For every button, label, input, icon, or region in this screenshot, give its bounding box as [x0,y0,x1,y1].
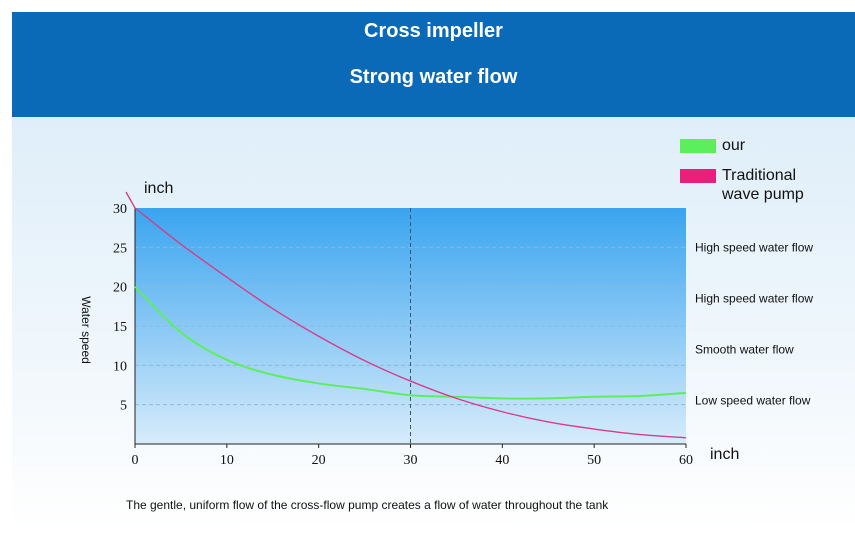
y-axis-title: Water speed [79,296,93,364]
banner-subtitle: Strong water flow [349,66,518,88]
x-tick-label: 20 [312,453,326,468]
x-tick-label: 40 [495,453,509,468]
x-tick-label: 0 [132,453,139,468]
legend-item-traditional: Traditional wave pump [680,166,804,204]
y-tick-label: 20 [113,281,127,296]
series-line-our [134,285,687,400]
header-banner: Cross impeller Strong water flow [12,12,855,117]
y-unit-label: inch [144,180,173,197]
flow-annotation: High speed water flow [695,240,813,254]
series-line-traditional [134,207,687,439]
chart-caption: The gentle, uniform flow of the cross-fl… [126,498,609,512]
y-tick-label: 25 [113,241,127,256]
y-tick-label: 5 [120,399,127,414]
legend-swatch-our [680,139,716,153]
legend-item-our: our [680,136,745,155]
flow-annotation: High speed water flow [695,291,813,305]
x-tick-label: 50 [587,453,601,468]
legend-swatch-traditional [680,169,716,183]
legend-label-traditional: Traditional wave pump [722,167,804,203]
flow-annotation: Smooth water flow [695,343,794,357]
y-tick-label: 15 [113,320,127,335]
banner-title: Cross impeller [364,20,503,42]
series-line-traditional-extension [125,191,136,209]
x-unit-label: inch [710,446,739,463]
flow-annotation: Low speed water flow [695,394,811,408]
x-tick-label: 30 [404,453,418,468]
legend-label-our: our [722,137,746,154]
x-tick-label: 10 [220,453,234,468]
y-tick-label: 30 [113,202,127,217]
y-tick-label: 10 [113,359,127,374]
x-tick-label: 60 [679,453,693,468]
